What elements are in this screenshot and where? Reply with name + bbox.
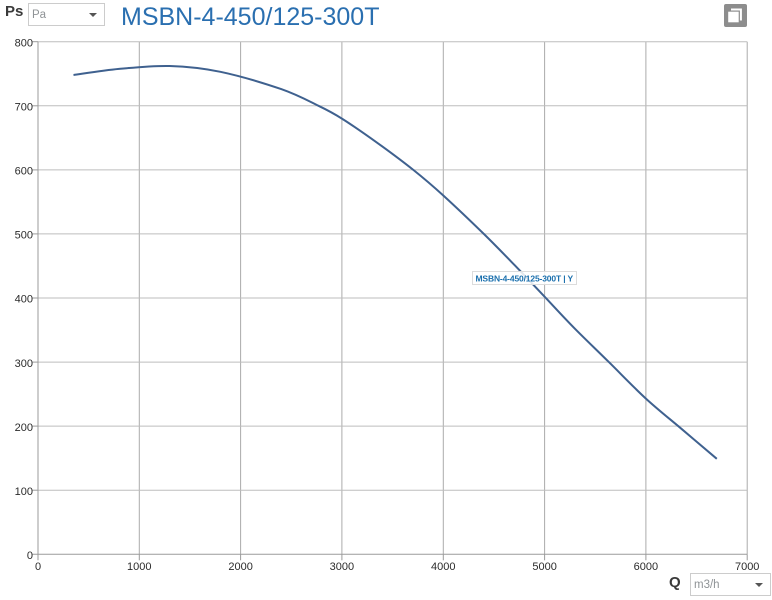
svg-text:MSBN-4-450/125-300T | Y: MSBN-4-450/125-300T | Y (476, 274, 574, 284)
svg-text:7000: 7000 (735, 561, 759, 573)
svg-text:0: 0 (27, 550, 33, 562)
svg-text:800: 800 (15, 37, 33, 49)
svg-text:6000: 6000 (634, 561, 658, 573)
svg-text:0: 0 (35, 561, 41, 573)
svg-text:5000: 5000 (532, 561, 556, 573)
svg-text:500: 500 (15, 230, 33, 242)
svg-text:1000: 1000 (127, 561, 151, 573)
svg-text:2000: 2000 (228, 561, 252, 573)
svg-text:200: 200 (15, 422, 33, 434)
svg-text:600: 600 (15, 166, 33, 178)
svg-text:700: 700 (15, 102, 33, 114)
svg-text:100: 100 (15, 486, 33, 498)
svg-text:300: 300 (15, 358, 33, 370)
svg-text:400: 400 (15, 294, 33, 306)
svg-text:4000: 4000 (431, 561, 455, 573)
svg-text:3000: 3000 (330, 561, 354, 573)
